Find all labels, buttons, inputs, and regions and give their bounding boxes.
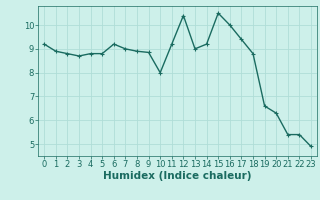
X-axis label: Humidex (Indice chaleur): Humidex (Indice chaleur) <box>103 171 252 181</box>
